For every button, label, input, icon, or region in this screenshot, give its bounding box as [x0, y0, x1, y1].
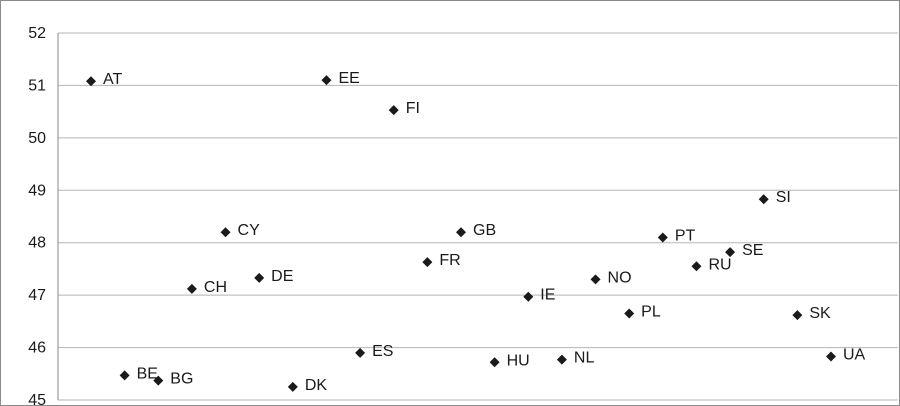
diamond-marker: [153, 375, 164, 386]
point-label: SE: [742, 242, 763, 259]
diamond-marker: [388, 105, 399, 116]
point-label: CY: [238, 222, 261, 239]
data-point-pl: PL: [624, 303, 661, 320]
diamond-marker: [590, 274, 601, 285]
data-point-fr: FR: [422, 252, 461, 269]
point-label: ES: [372, 343, 393, 360]
diamond-marker: [657, 232, 668, 243]
data-point-es: ES: [355, 343, 393, 360]
point-label: FR: [439, 252, 460, 269]
diamond-marker: [556, 354, 567, 365]
point-label: RU: [708, 256, 731, 273]
data-point-nl: NL: [556, 350, 595, 367]
diamond-marker: [758, 194, 769, 205]
data-point-ch: CH: [186, 279, 227, 296]
data-point-bg: BG: [153, 371, 193, 388]
diamond-marker: [321, 75, 332, 86]
diamond-marker: [186, 283, 197, 294]
diamond-marker: [792, 310, 803, 321]
data-point-ua: UA: [826, 346, 866, 363]
y-tick-label: 50: [28, 130, 46, 147]
data-point-fi: FI: [388, 100, 420, 117]
diamond-marker: [523, 291, 534, 302]
y-tick-label: 47: [28, 287, 46, 304]
data-point-no: NO: [590, 269, 632, 286]
data-point-dk: DK: [287, 377, 328, 394]
data-point-at: AT: [86, 71, 122, 88]
point-label: PT: [675, 227, 696, 244]
point-label: PL: [641, 303, 661, 320]
diamond-marker: [355, 347, 366, 358]
diamond-marker: [119, 370, 130, 381]
diamond-marker: [456, 227, 466, 238]
point-label: BG: [170, 371, 193, 388]
data-point-de: DE: [254, 268, 293, 285]
point-label: DE: [271, 268, 293, 285]
y-tick-label: 46: [28, 340, 46, 357]
point-label: SI: [776, 189, 791, 206]
point-label: DK: [305, 377, 328, 394]
point-label: HU: [507, 352, 530, 369]
data-point-sk: SK: [792, 305, 831, 322]
point-label: EE: [338, 70, 359, 87]
diamond-marker: [826, 351, 836, 362]
y-tick-label: 52: [28, 25, 46, 42]
y-tick-label: 48: [28, 235, 46, 252]
data-point-gb: GB: [456, 222, 496, 239]
diamond-marker: [86, 76, 96, 87]
data-point-se: SE: [725, 242, 763, 259]
data-point-ie: IE: [523, 287, 555, 304]
diamond-marker: [691, 261, 702, 272]
data-point-pt: PT: [657, 227, 696, 244]
point-label: UA: [843, 346, 866, 363]
point-label: GB: [473, 222, 496, 239]
point-label: BE: [137, 365, 158, 382]
gridlines: [58, 32, 898, 401]
point-label: AT: [103, 71, 122, 88]
data-point-ru: RU: [691, 256, 732, 273]
diamond-marker: [489, 357, 500, 368]
y-tick-label: 51: [28, 77, 46, 94]
data-point-hu: HU: [489, 352, 530, 369]
point-label: IE: [540, 287, 555, 304]
diamond-marker: [624, 308, 635, 319]
point-label: FI: [406, 100, 420, 117]
y-tick-label: 49: [28, 182, 46, 199]
y-tick-label: 45: [28, 392, 46, 406]
diamond-marker: [254, 272, 265, 283]
diamond-marker: [422, 257, 433, 268]
point-label: NO: [608, 269, 632, 286]
y-tick-labels: 45 46 47 48 49 50 51 52: [28, 25, 46, 406]
point-label: CH: [204, 279, 227, 296]
diamond-marker: [725, 247, 736, 258]
diamond-marker: [220, 227, 231, 238]
point-label: NL: [574, 350, 595, 367]
data-point-ee: EE: [321, 70, 360, 87]
data-points: AT BE BG CH CY DE DK EE ES FI FR GB HU IE NL NO PL PT RU SE…: [86, 70, 866, 394]
diamond-marker: [287, 381, 298, 392]
data-point-be: BE: [119, 365, 158, 382]
point-label: SK: [809, 305, 831, 322]
data-point-si: SI: [758, 189, 791, 206]
data-point-cy: CY: [220, 222, 261, 239]
